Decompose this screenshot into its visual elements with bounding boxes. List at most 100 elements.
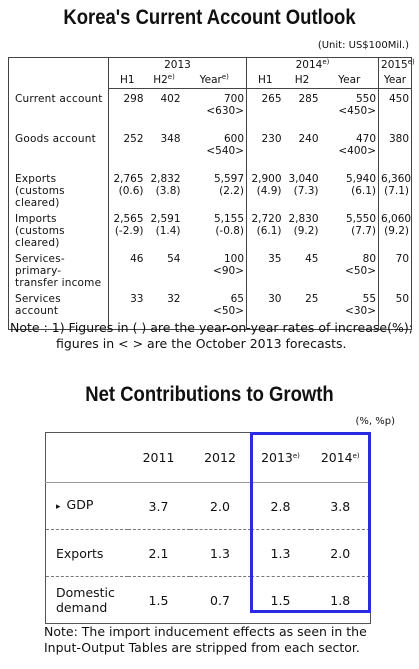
year-label: 2015: [381, 59, 408, 71]
cell-text: Services-primary-: [15, 253, 65, 277]
cell-text: 55: [362, 293, 377, 305]
cell-sub: (4.9): [256, 185, 282, 197]
cell: 1.3: [250, 529, 311, 577]
cell-sub: <50>: [213, 305, 244, 317]
header-row: H1 H2e) Yeare) H1 H2 Year Year: [9, 73, 412, 89]
growth-note: Note: The import inducement effects as s…: [44, 624, 367, 656]
period-label: H1: [257, 74, 273, 86]
cell: 240: [284, 129, 321, 169]
cell: 450: [379, 89, 412, 130]
footnote-mark: e): [322, 58, 330, 66]
period-label: Year: [383, 74, 407, 86]
year-header: 2012: [189, 432, 251, 483]
cell-text: 5,940: [345, 173, 377, 185]
cell-sub: (-2.9): [114, 225, 144, 237]
period-label: Year: [338, 74, 361, 86]
cell-sub: (7.3): [293, 185, 319, 197]
cell-text: 285: [298, 93, 319, 105]
note-line: Note : 1) Figures in ( ) are the year-on…: [10, 320, 413, 335]
year-header: 2011: [127, 432, 190, 483]
cell: 380: [379, 129, 412, 169]
cell-text: 2,830: [288, 213, 319, 225]
cell: 5,940 (6.1): [320, 169, 380, 209]
period-label: H2: [294, 74, 310, 86]
cell: 600 <540>: [182, 129, 247, 169]
cell-sub: (7.7): [351, 225, 377, 237]
cell: 1.3: [189, 529, 251, 577]
cell-sub: (0.6): [118, 185, 144, 197]
period-label: Year: [199, 74, 222, 86]
cell: 6,060 (9.2): [379, 209, 412, 249]
cell: 2,765 (0.6): [109, 169, 146, 209]
row-label: Current account: [8, 88, 109, 129]
note-line: Note: The import inducement effects as s…: [44, 624, 367, 639]
row-label: Domestic demand: [46, 577, 128, 624]
cell-sub: (9.2): [384, 225, 410, 237]
cell: 285: [284, 89, 321, 130]
cell-text: 5,597: [213, 173, 244, 185]
cell-text: 2,591: [150, 213, 181, 225]
cell-text: 6,060: [381, 213, 412, 225]
cell: 35: [247, 249, 284, 289]
row-label: ▸ GDP: [45, 482, 128, 530]
cell-text: 265: [261, 93, 282, 105]
cell: 3.8: [310, 482, 371, 530]
cell-sub: (customs cleared): [15, 225, 65, 249]
row-label: Exports (customs cleared): [8, 169, 109, 209]
data-row: Services account 33 32 65 <50> 30 25 55 <30> 50: [8, 289, 412, 330]
cell: 2,832 (3.8): [146, 169, 183, 209]
cell-sub: <540>: [206, 145, 244, 157]
cell: 2,900 (4.9): [247, 169, 284, 209]
cell: 1.8: [330, 592, 351, 608]
cell-sub: <400>: [338, 145, 377, 157]
cell: 2.0: [189, 482, 251, 530]
cell-text: Domestic: [56, 585, 115, 600]
cell: 265: [247, 89, 284, 130]
cell-text: 45: [305, 253, 319, 265]
cell: 700 <630>: [182, 88, 247, 129]
year-header: 2013: [108, 57, 247, 73]
cell-text: 600: [223, 133, 244, 145]
cell-text: Exports: [15, 173, 57, 185]
cell-text: 33: [130, 293, 144, 305]
corner-cell: [45, 432, 128, 483]
cell-text: Exports: [56, 545, 104, 561]
cell: 5,155 (-0.8): [182, 209, 247, 249]
cell-sub: (customs cleared): [15, 185, 65, 209]
period-label: H2: [153, 74, 168, 86]
cell: 55 <30>: [320, 289, 380, 330]
cell: 2.1: [127, 529, 190, 577]
outlook-title: Korea's Current Account Outlook: [63, 6, 356, 29]
cell-sub: <450>: [338, 105, 377, 117]
cell-text: 70: [395, 253, 410, 265]
cell: 80 <50>: [320, 249, 380, 289]
cell-text: 402: [160, 93, 181, 105]
cell-text: Services account: [15, 293, 61, 317]
cell-text: GDP: [66, 497, 94, 512]
footnote-mark: e): [292, 452, 300, 460]
cell-sub: <30>: [345, 305, 377, 317]
cell-text: 6,360: [381, 173, 412, 185]
row-label: Services account: [8, 289, 109, 330]
row-label: Services-primary-transfer income: [8, 249, 109, 289]
cell-text: 3,040: [288, 173, 319, 185]
cell: 5,597 (2.2): [182, 169, 247, 209]
cell: 2,591 (1.4): [146, 209, 183, 249]
cell: 3,040 (7.3): [284, 169, 321, 209]
growth-title: Net Contributions to Growth: [85, 383, 334, 406]
header-row: 2011 2012 2013e) 2014e): [45, 432, 371, 483]
cell-text: 380: [388, 133, 410, 145]
period-label: H1: [119, 74, 135, 86]
cell-text: 30: [268, 293, 282, 305]
note-line: figures in < > are the October 2013 fore…: [56, 336, 347, 351]
cell-text: Goods account: [15, 133, 96, 145]
cell: 46: [109, 249, 146, 289]
footnote-mark: e): [407, 58, 415, 66]
cell-text: 450: [388, 93, 410, 105]
cell: 2,830 (9.2): [284, 209, 321, 249]
cell-sub: (3.8): [155, 185, 181, 197]
data-row: Services-primary-transfer income 46 54 100 <…: [8, 249, 412, 289]
unit-label: (Unit: US$100Mil.): [317, 40, 409, 51]
cell-text: 550: [355, 93, 377, 105]
